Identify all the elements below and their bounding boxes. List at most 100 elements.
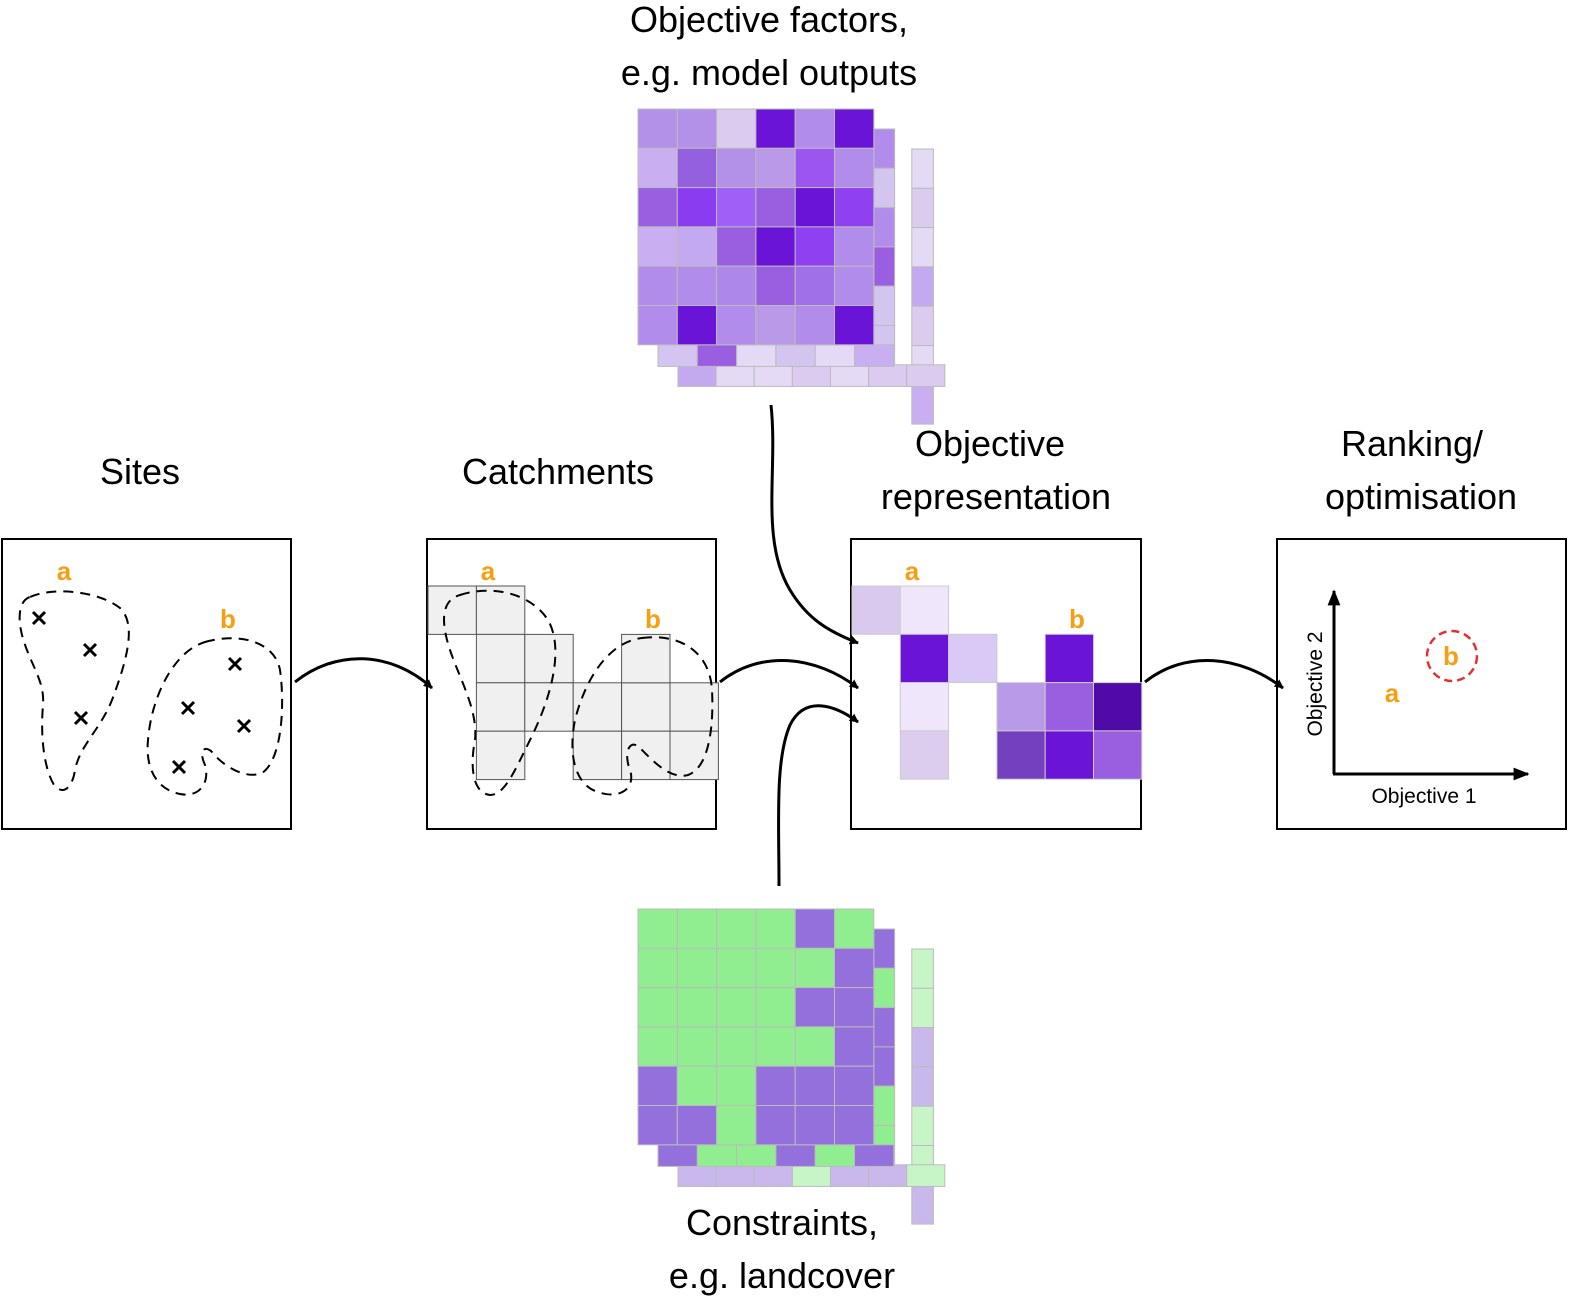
grid-cell bbox=[637, 187, 678, 228]
grid-cell bbox=[657, 344, 698, 367]
ranking-title: Ranking/ optimisation bbox=[1271, 418, 1571, 523]
ranking-panel-frame bbox=[1276, 538, 1567, 830]
objective-representation-title: Objective representation bbox=[846, 418, 1146, 523]
grid-cell bbox=[854, 1144, 895, 1167]
grid-cell bbox=[829, 364, 870, 387]
point-b-label: b bbox=[1443, 641, 1459, 671]
grid-cell bbox=[911, 266, 934, 307]
catchment-cell bbox=[475, 682, 526, 732]
catchments-panel: a b bbox=[426, 538, 719, 830]
grid-cell bbox=[676, 1026, 718, 1067]
grid-cell bbox=[716, 226, 757, 267]
arrow-sites-to-catchments bbox=[294, 657, 434, 690]
grid-cell bbox=[911, 987, 934, 1029]
grid-cell bbox=[755, 947, 796, 989]
grid-cell bbox=[716, 305, 757, 346]
grid-cell bbox=[906, 1164, 946, 1187]
grid-cell bbox=[911, 227, 934, 268]
grid-cell bbox=[755, 305, 796, 346]
objective-representation-panel: a b bbox=[850, 538, 1143, 830]
grid-cell bbox=[834, 1105, 875, 1146]
grid-cell bbox=[676, 1065, 718, 1106]
grid-cell bbox=[911, 305, 934, 347]
grid-cell bbox=[794, 1065, 836, 1106]
grid-cell bbox=[696, 1144, 738, 1167]
grid-cell bbox=[637, 908, 678, 949]
grid-cell bbox=[716, 265, 757, 307]
grid-cell bbox=[873, 167, 896, 209]
grid-cell bbox=[715, 364, 755, 387]
grid-cell bbox=[755, 265, 796, 307]
catchment-cell bbox=[475, 633, 526, 684]
grid-cell bbox=[676, 1105, 718, 1146]
grid-cell bbox=[873, 128, 896, 169]
ranking-title-line1: Ranking/ bbox=[1340, 423, 1484, 464]
grid-cell bbox=[676, 908, 718, 949]
site-marker bbox=[236, 718, 252, 734]
grid-cell bbox=[829, 1164, 870, 1187]
grid-cell bbox=[676, 147, 718, 189]
representation-cell bbox=[851, 585, 901, 635]
grid-cell bbox=[755, 1105, 796, 1146]
representation-cell bbox=[1044, 730, 1094, 780]
grid-cell bbox=[637, 108, 678, 149]
site-marker bbox=[227, 656, 243, 672]
catchment-a-boundary bbox=[443, 589, 557, 797]
grid-cell bbox=[794, 305, 836, 346]
catchment-b-boundary bbox=[571, 636, 714, 796]
optimum-highlight-circle bbox=[1425, 629, 1479, 683]
constraints-title-line1: Constraints, bbox=[685, 1202, 879, 1243]
ranking-title-line2: optimisation bbox=[1324, 475, 1518, 517]
grid-cell bbox=[834, 947, 875, 989]
grid-cell bbox=[868, 1164, 908, 1187]
grid-cell bbox=[794, 187, 836, 228]
objective-representation-title-line2: representation bbox=[880, 475, 1112, 517]
grid-cell bbox=[716, 947, 757, 989]
catchment-cell bbox=[475, 730, 526, 781]
grid-cell bbox=[834, 108, 875, 149]
catchment-b-label: b bbox=[645, 604, 661, 634]
grid-cell bbox=[716, 987, 757, 1028]
grid-cell bbox=[637, 1105, 678, 1146]
grid-cell bbox=[854, 344, 895, 367]
grid-cell bbox=[637, 305, 678, 346]
site-marker bbox=[171, 759, 187, 775]
representation-cell bbox=[1044, 633, 1094, 684]
grid-cell bbox=[637, 947, 678, 989]
grid-cell bbox=[676, 187, 718, 228]
grid-cell bbox=[794, 147, 836, 189]
grid-cell bbox=[716, 1026, 757, 1067]
flow-arrows bbox=[294, 404, 1284, 887]
grid-cell bbox=[794, 1026, 836, 1067]
grid-cell bbox=[873, 207, 896, 248]
grid-cell bbox=[637, 1026, 678, 1067]
grid-cell bbox=[736, 344, 777, 367]
catchment-cell bbox=[572, 730, 623, 781]
representation-cell bbox=[1093, 682, 1143, 732]
grid-cell bbox=[834, 226, 875, 267]
grid-cell bbox=[676, 305, 718, 346]
catchment-cell bbox=[669, 730, 719, 781]
objective-factors-grid bbox=[637, 108, 946, 425]
grid-cell bbox=[873, 1085, 896, 1126]
landcover-constraints-grid bbox=[637, 908, 946, 1225]
grid-cell bbox=[834, 305, 875, 346]
catchment-cell bbox=[475, 585, 526, 635]
constraints-title: Constraints, e.g. landcover bbox=[532, 1197, 1032, 1302]
grid-cell bbox=[676, 987, 718, 1028]
grid-cell bbox=[637, 987, 678, 1028]
grid-cell bbox=[657, 1144, 698, 1167]
grid-cell bbox=[775, 344, 816, 367]
grid-cell bbox=[637, 1065, 678, 1106]
grid-cell bbox=[677, 1164, 717, 1187]
site-marker bbox=[31, 610, 47, 626]
grid-cell bbox=[868, 364, 908, 387]
grid-cell bbox=[814, 1144, 856, 1167]
grid-cell bbox=[637, 265, 678, 307]
grid-cell bbox=[873, 1007, 896, 1048]
catchment-cell bbox=[524, 682, 574, 732]
grid-cell bbox=[755, 226, 796, 267]
grid-cell bbox=[794, 987, 836, 1028]
grid-cell bbox=[676, 226, 718, 267]
